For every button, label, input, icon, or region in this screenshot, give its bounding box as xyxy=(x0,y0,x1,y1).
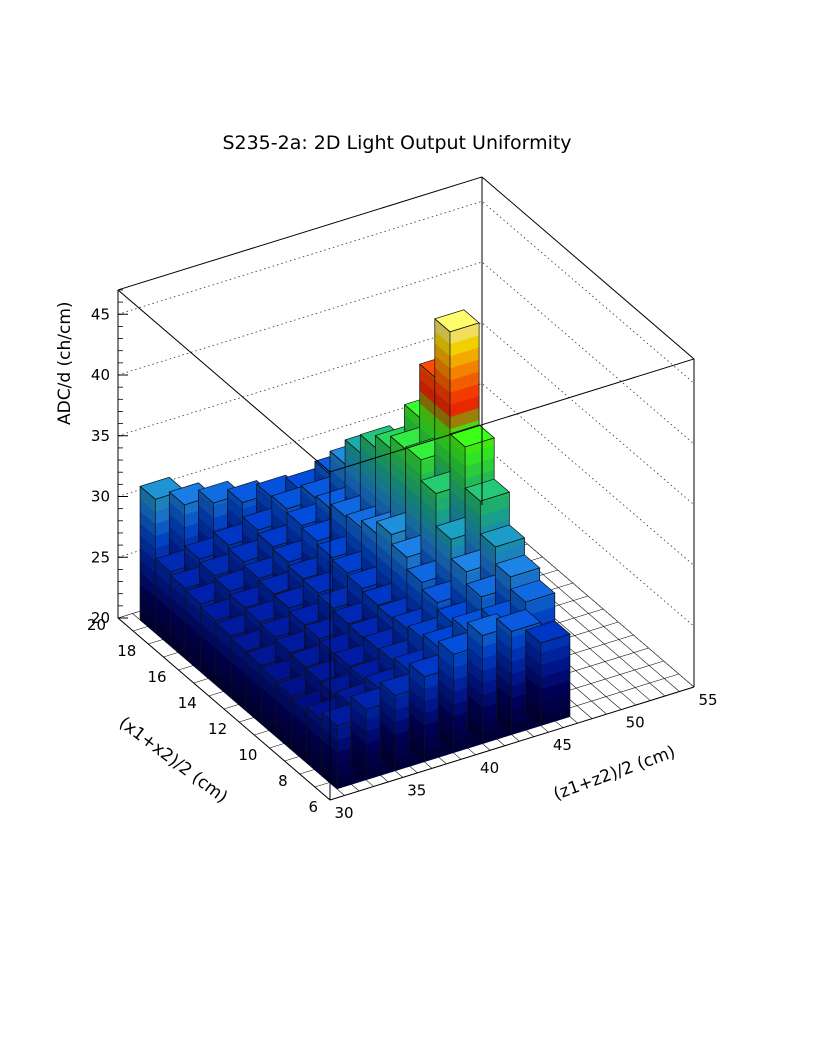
z-tick-label: 45 xyxy=(91,305,110,323)
x-tick-label: 16 xyxy=(147,668,166,686)
x-tick-label: 20 xyxy=(87,616,106,634)
y-tick-label: 30 xyxy=(334,804,353,822)
wall-grid-line xyxy=(117,261,695,445)
y-tick-label: 55 xyxy=(698,691,717,709)
y-tick-label: 45 xyxy=(553,736,572,754)
chart-title: S235-2a: 2D Light Output Uniformity xyxy=(222,132,571,154)
y-tick-label: 35 xyxy=(407,781,426,799)
z-tick-label: 25 xyxy=(91,548,110,566)
frame-edge xyxy=(117,176,483,291)
wall-grid-line xyxy=(117,322,695,506)
frame-edge xyxy=(329,358,695,473)
y-tick-label: 50 xyxy=(626,714,645,732)
bars-layer xyxy=(139,309,571,790)
z-tick-label: 40 xyxy=(91,366,110,384)
frame-edge xyxy=(481,176,695,360)
x-tick-label: 8 xyxy=(278,772,288,790)
frame-layer xyxy=(117,176,695,801)
x-tick-label: 18 xyxy=(117,642,136,660)
z-tick-label: 30 xyxy=(91,488,110,506)
z-tick-label: 20 xyxy=(91,609,110,627)
z-axis-label: ADC/d (ch/cm) xyxy=(55,301,75,425)
lego-bar xyxy=(524,620,571,727)
x-tick-label: 14 xyxy=(178,694,197,712)
z-tick-label: 35 xyxy=(91,427,110,445)
wall-grid-line xyxy=(117,200,695,384)
y-tick-label: 40 xyxy=(480,759,499,777)
x-tick-label: 12 xyxy=(208,720,227,738)
bar-outline xyxy=(525,629,571,717)
x-tick-label: 6 xyxy=(308,798,318,816)
frame-edge xyxy=(117,617,331,801)
frame-edge xyxy=(117,289,331,473)
wall-grid-line xyxy=(117,383,695,566)
x-tick-label: 10 xyxy=(238,746,257,764)
frame-edge xyxy=(329,686,695,801)
tick-labels-layer: 20 25 30 35 40 45 20 18 16 14 12 10 8 6 30 35 40 45 50 55 xyxy=(87,305,718,822)
